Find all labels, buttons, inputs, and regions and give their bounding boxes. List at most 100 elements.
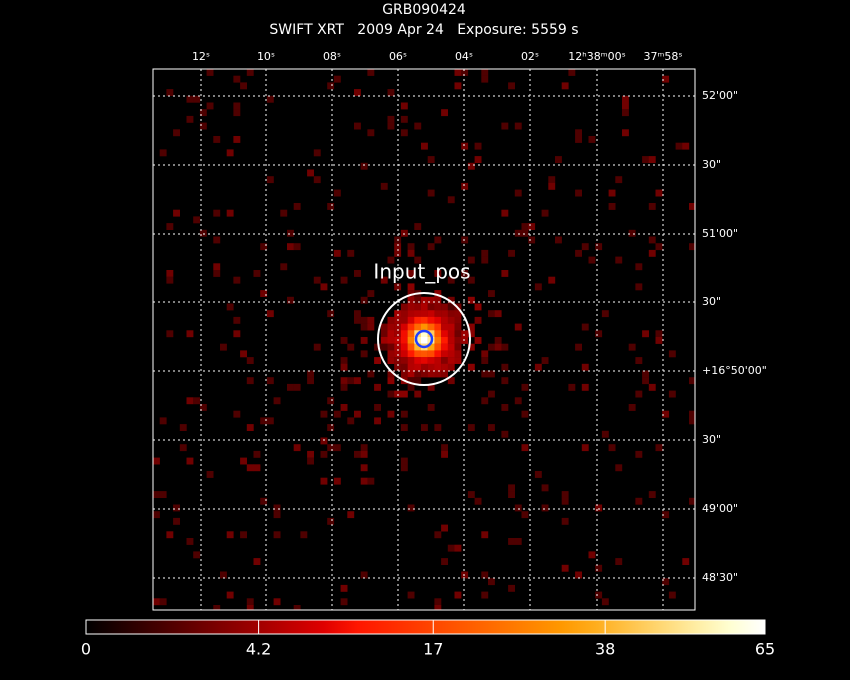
pixel (615, 558, 623, 565)
pixel (354, 270, 361, 277)
pixel (434, 337, 442, 344)
pixel (193, 397, 201, 405)
pixel (320, 437, 328, 445)
pixel (635, 497, 643, 505)
dec-tick-label: 52'00" (702, 89, 738, 102)
pixel (461, 330, 469, 338)
pixel (508, 538, 515, 545)
pixel (635, 283, 643, 291)
pixel (327, 424, 335, 431)
pixel (400, 357, 408, 364)
pixel (561, 82, 569, 90)
pixel (387, 323, 395, 331)
pixel (434, 270, 442, 277)
pixel (213, 605, 221, 610)
title: GRB090424 (382, 2, 466, 18)
pixel (447, 303, 455, 311)
pixel (434, 310, 442, 318)
pixel (421, 363, 428, 371)
pixel (434, 343, 442, 351)
pixel (374, 357, 381, 364)
pixel (608, 444, 616, 452)
pixel (427, 404, 435, 411)
pixel (662, 410, 670, 418)
pixel (233, 410, 241, 418)
pixel (447, 363, 455, 371)
pixel (514, 189, 522, 197)
pixel (454, 343, 462, 351)
pixel (689, 410, 695, 418)
pixel (689, 497, 695, 505)
pixel (494, 343, 502, 351)
pixel (461, 337, 469, 344)
pixel (387, 115, 395, 123)
pixel (394, 310, 402, 318)
pixel (400, 316, 408, 324)
pixel (293, 383, 301, 391)
pixel (360, 477, 368, 485)
pixel (427, 316, 435, 324)
pixel (555, 236, 562, 244)
pixel (447, 377, 455, 385)
pixel (668, 390, 676, 398)
pixel (394, 343, 402, 351)
pixel (441, 303, 448, 311)
pixel (233, 102, 241, 110)
pixel (494, 337, 502, 344)
pixel (434, 357, 442, 364)
pixel (153, 491, 160, 498)
pixel (568, 69, 576, 76)
pixel (233, 136, 241, 143)
pixel (427, 303, 435, 311)
pixel (220, 571, 227, 579)
pixel (367, 477, 375, 485)
pixel (253, 464, 261, 472)
pixel (360, 316, 368, 324)
pixel (327, 310, 335, 318)
pixel (260, 290, 268, 297)
pixel (655, 330, 663, 338)
pixel (407, 383, 415, 391)
pixel (394, 243, 402, 251)
pixel (400, 330, 408, 338)
pixel (682, 558, 690, 565)
pixel (233, 330, 241, 338)
pixel (461, 69, 469, 76)
pixel (474, 497, 482, 505)
pixel (233, 316, 241, 324)
dec-tick-label: 51'00" (702, 227, 738, 240)
pixel (514, 397, 522, 405)
pixel (287, 243, 294, 251)
pixel (481, 397, 489, 405)
pixel (313, 176, 321, 184)
pixel (434, 330, 442, 338)
pixel (595, 591, 603, 599)
pixel (407, 357, 415, 364)
pixel (427, 243, 435, 251)
pixel (575, 249, 582, 257)
pixel (340, 363, 348, 371)
pixel (434, 370, 442, 378)
pixel (488, 310, 495, 318)
pixel (400, 390, 408, 398)
pixel (421, 323, 428, 331)
ra-tick-label: 08ˢ (323, 50, 341, 63)
pixel (280, 209, 288, 217)
pixel (367, 129, 375, 137)
pixel (327, 203, 335, 210)
pixel (675, 142, 683, 150)
pixel (682, 142, 690, 150)
pixel (153, 457, 160, 465)
pixel (199, 404, 207, 411)
pixel (313, 276, 321, 284)
pixel (414, 303, 422, 311)
dec-tick-label: 30" (702, 433, 721, 446)
pixel (253, 270, 261, 277)
pixel (407, 316, 415, 324)
pixel (541, 357, 549, 364)
pixel (467, 491, 475, 498)
pixel (421, 142, 428, 150)
pixel (367, 370, 375, 378)
pixel (434, 363, 442, 371)
